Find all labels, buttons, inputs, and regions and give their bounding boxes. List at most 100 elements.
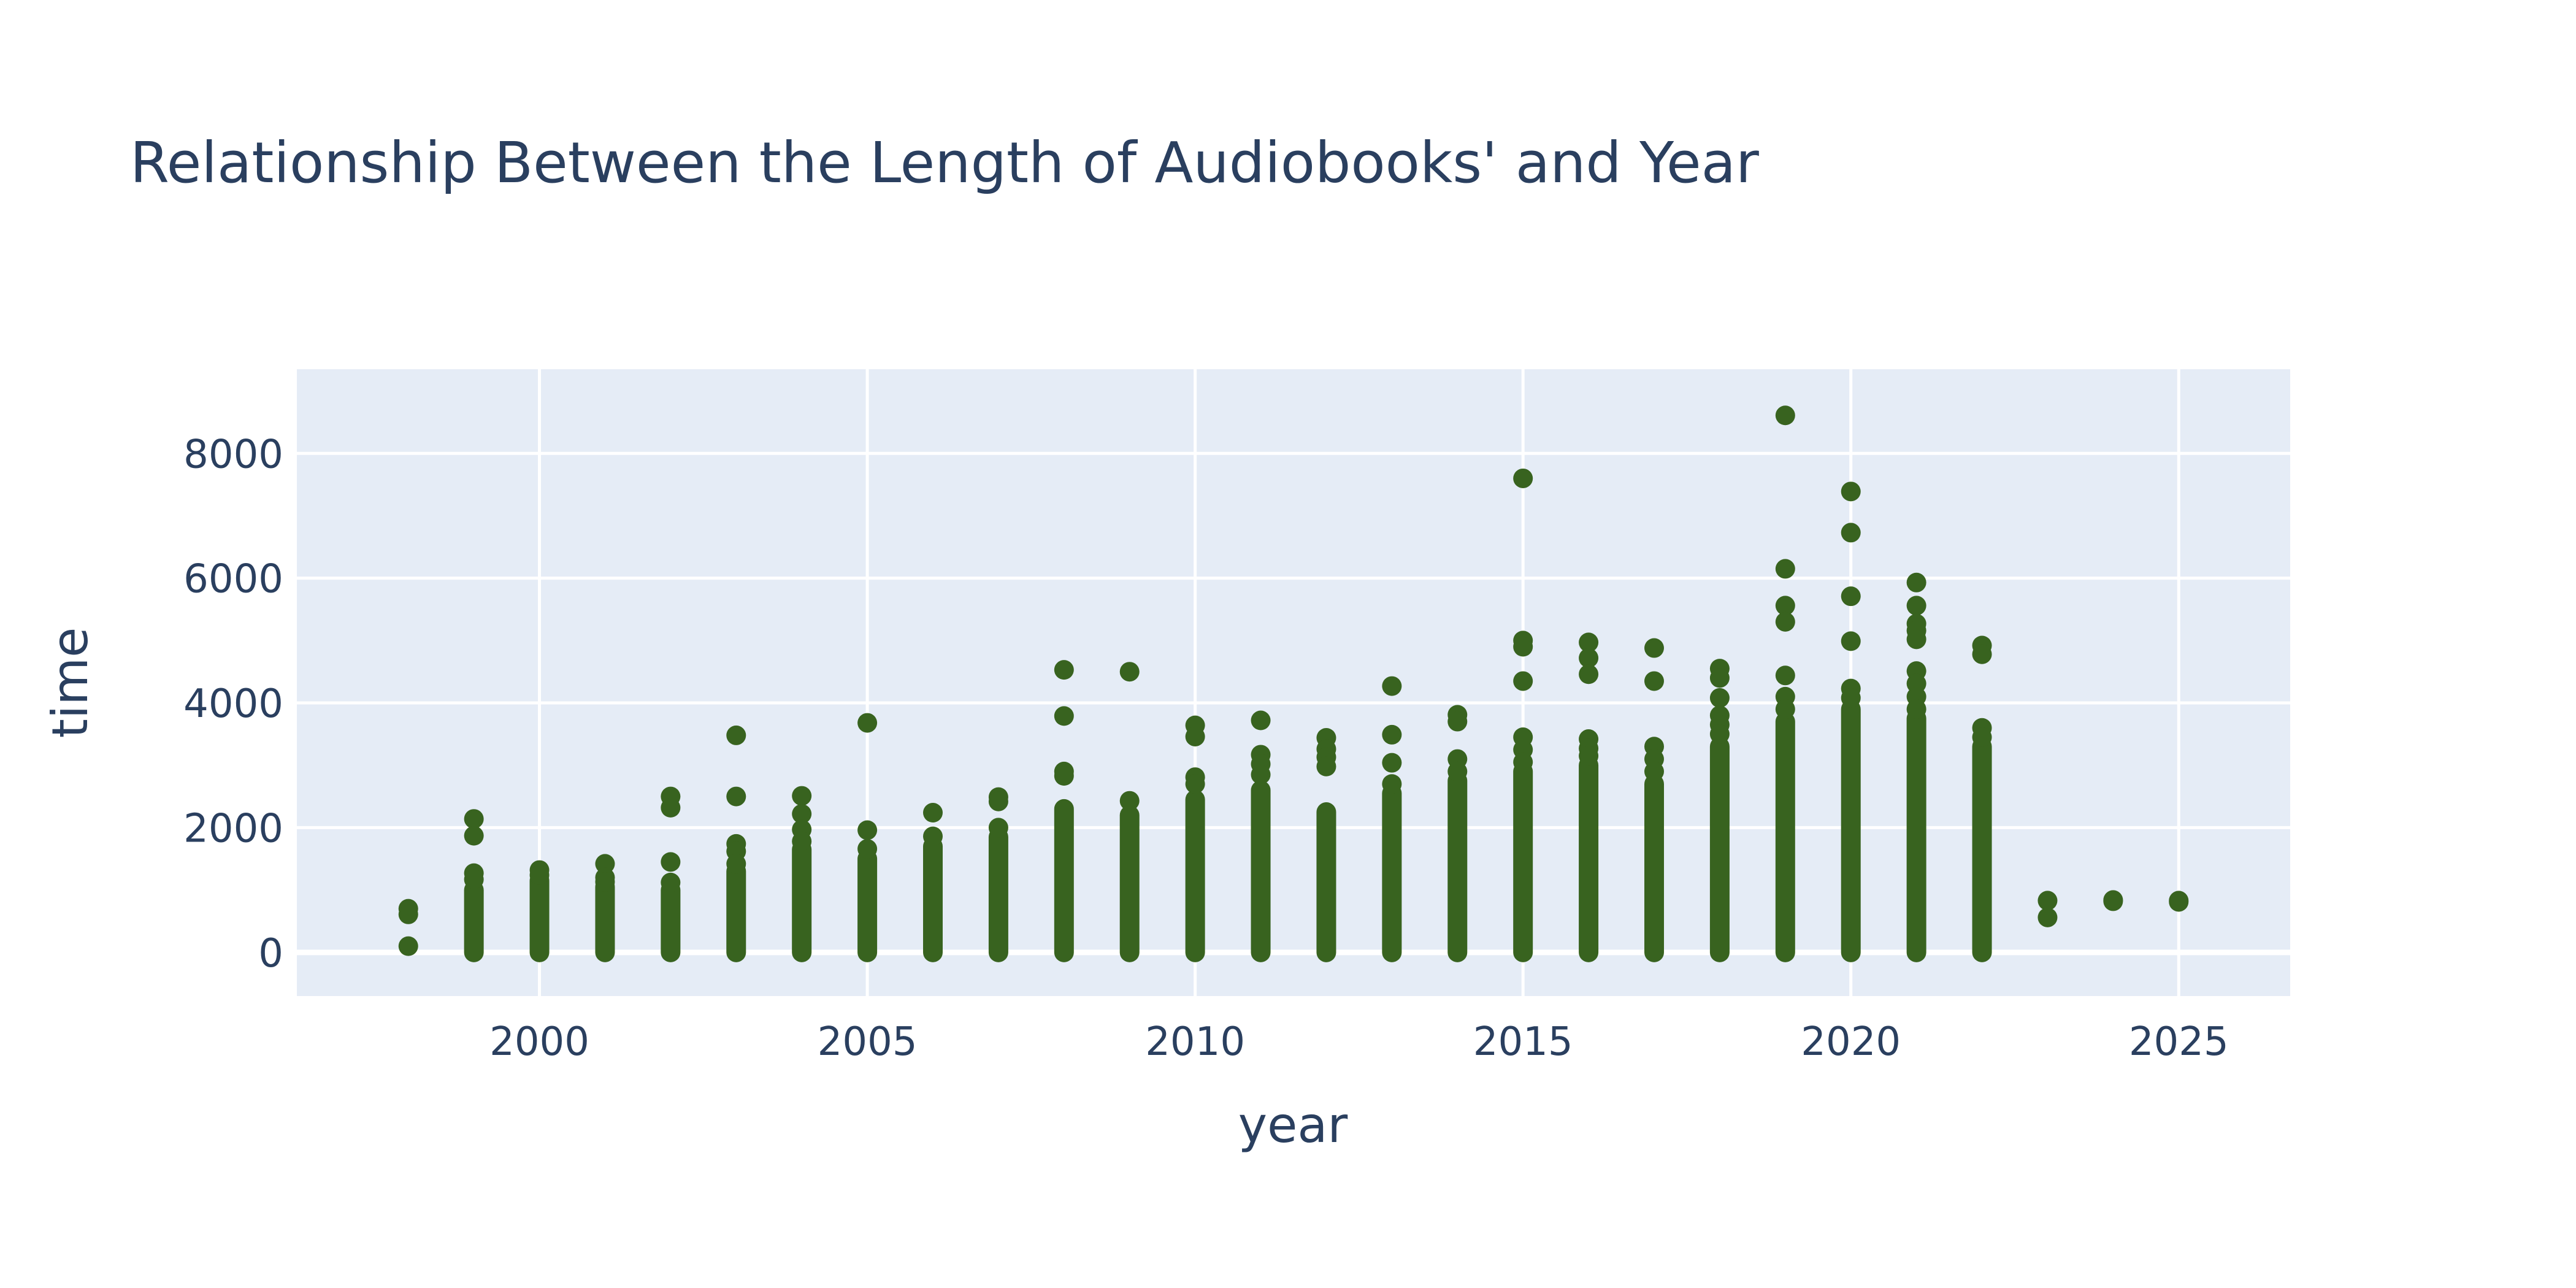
data-point [595,872,615,892]
data-point-cluster [1513,761,1533,962]
x-tick-label: 2020 [1801,1019,1901,1065]
data-point [1382,753,1402,773]
data-point [1841,688,1861,708]
data-point [792,804,812,824]
data-point [2037,891,2058,911]
data-point [661,797,681,818]
data-point-cluster [1841,699,1861,962]
data-point [2103,891,2123,911]
data-point [464,869,484,889]
data-point [1644,638,1664,658]
y-tick-labels: 0 2000 4000 6000 8000 [183,432,283,976]
data-point [1841,631,1861,651]
data-point [595,854,615,874]
data-point [792,831,812,851]
data-point [398,936,418,956]
data-point-cluster [1775,711,1795,962]
data-point [1054,766,1074,786]
data-point-cluster [1054,799,1074,962]
data-point-cluster [923,836,943,962]
data-point [1775,611,1795,632]
data-point [464,809,484,829]
x-axis-title: year [1238,1097,1348,1154]
data-point [1119,662,1140,682]
data-point [1316,756,1336,776]
data-point [1579,746,1599,766]
data-point [1447,711,1468,732]
data-point [1775,596,1795,616]
data-point-cluster [1709,737,1730,962]
data-point [1513,468,1533,488]
data-point [398,904,418,924]
data-point-cluster [529,870,550,962]
data-point [1775,665,1795,686]
data-point [923,826,943,846]
data-point [857,839,878,859]
data-point [1775,405,1795,426]
data-point [726,786,746,807]
data-point [1841,523,1861,543]
data-markers [398,405,2189,962]
data-point-cluster [1382,783,1402,962]
data-point [923,803,943,823]
data-point [2169,892,2189,912]
x-tick-label: 2025 [2129,1019,2229,1065]
data-point [1185,774,1205,794]
data-point [1513,752,1533,772]
data-point-cluster [857,849,878,962]
data-point-cluster [792,840,812,962]
data-point [1185,726,1205,746]
data-point [1709,688,1730,708]
data-point [529,865,550,885]
data-point [1709,724,1730,744]
data-point-cluster [464,880,484,962]
data-point [1054,706,1074,726]
y-tick-label: 6000 [183,557,283,602]
data-point [1513,671,1533,691]
data-point [1513,637,1533,657]
plot-area [297,369,2290,996]
data-point [1579,648,1599,668]
data-point-cluster [1447,771,1468,962]
data-point-cluster [595,877,615,962]
x-tick-labels: 2000 2005 2010 2015 2020 2025 [489,1019,2229,1065]
data-point [464,826,484,846]
data-point [1841,586,1861,607]
data-point [1775,559,1795,579]
data-point [726,725,746,745]
data-point [1906,629,1926,650]
data-point [1579,632,1599,653]
data-point-cluster [988,827,1008,962]
data-point [1447,761,1468,781]
data-point-cluster [1185,789,1205,962]
data-point-cluster [1251,780,1271,962]
data-point [1251,764,1271,784]
data-point [792,786,812,806]
grid-lines [297,369,2290,996]
data-point [1382,774,1402,794]
data-point [1119,791,1140,811]
data-point [988,791,1008,811]
y-tick-label: 2000 [183,806,283,851]
data-point [661,852,681,872]
data-point [1906,572,1926,592]
x-tick-label: 2010 [1145,1019,1245,1065]
data-point [1054,660,1074,680]
chart-title: Relationship Between the Length of Audio… [130,130,1759,196]
data-point [726,854,746,874]
data-point [1906,596,1926,616]
y-tick-label: 4000 [183,681,283,727]
data-point [1972,644,1992,664]
data-point-cluster [1972,737,1992,962]
data-point [2037,907,2058,927]
data-point-cluster [1316,802,1336,962]
y-tick-label: 8000 [183,432,283,477]
data-point [1251,710,1271,730]
data-point-cluster [726,861,746,962]
x-tick-label: 2015 [1473,1019,1573,1065]
data-point [1709,668,1730,688]
data-point-cluster [661,880,681,962]
data-point [857,713,878,733]
